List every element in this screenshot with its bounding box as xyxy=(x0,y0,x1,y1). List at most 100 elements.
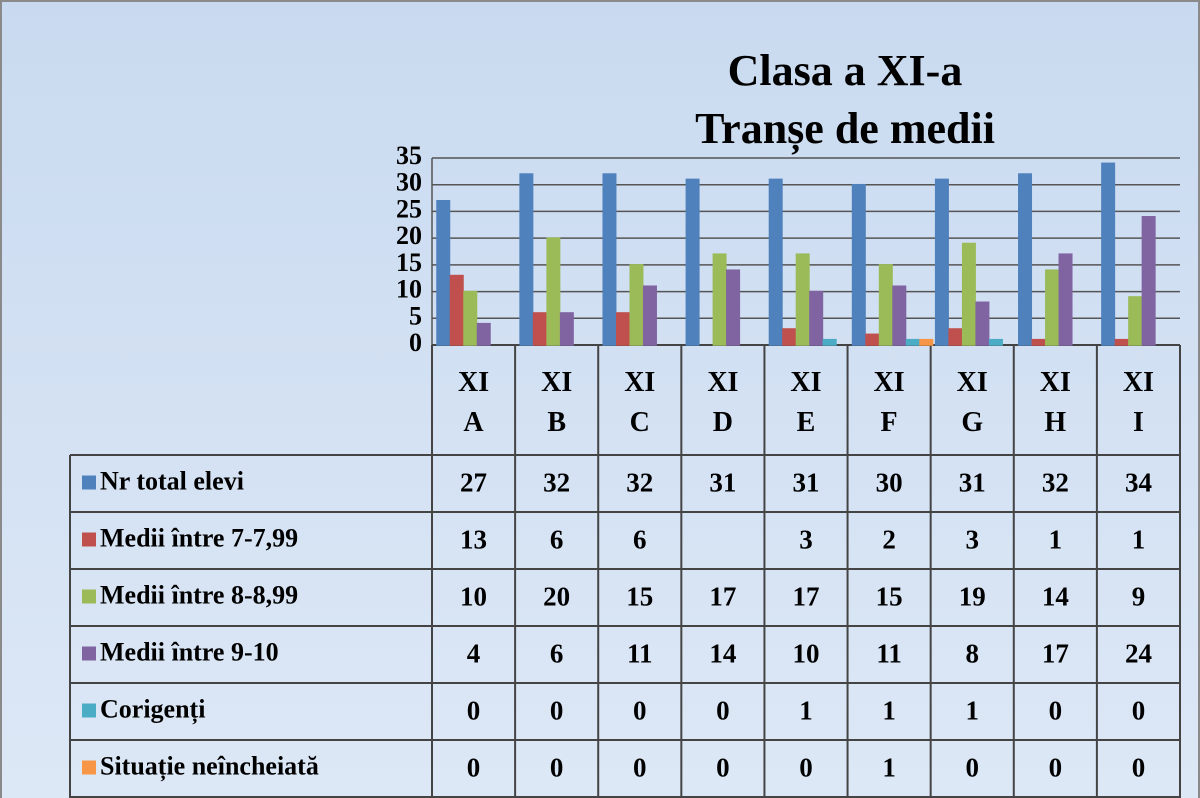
bar xyxy=(988,338,1003,346)
bar xyxy=(436,199,451,346)
table-value: 15 xyxy=(626,582,653,612)
bar xyxy=(546,237,561,346)
table-value: 14 xyxy=(709,639,736,669)
x-tick-label: XI C xyxy=(624,367,656,438)
table-value: 0 xyxy=(467,753,481,783)
bar xyxy=(865,333,880,346)
x-tick-label: XI D xyxy=(707,367,739,438)
x-tick-label: XI F xyxy=(873,367,905,438)
table-value: 1 xyxy=(882,753,896,783)
bar xyxy=(961,242,976,346)
table-value: 1 xyxy=(965,696,979,726)
table-value: 0 xyxy=(1049,696,1063,726)
table-value: 32 xyxy=(1042,468,1069,498)
table-value: 20 xyxy=(543,582,570,612)
table-value: 0 xyxy=(1049,753,1063,783)
table-value: 0 xyxy=(716,696,730,726)
table-value: 1 xyxy=(1049,525,1063,555)
y-tick-label: 35 xyxy=(396,141,422,170)
category-cell: XI C xyxy=(624,367,656,438)
table-value: 24 xyxy=(1125,639,1152,669)
table-value: 10 xyxy=(460,582,487,612)
bar xyxy=(1128,296,1143,346)
table-value: 3 xyxy=(965,525,979,555)
category-cell: XI I xyxy=(1122,367,1154,438)
table-value: 1 xyxy=(799,696,813,726)
table-value: 6 xyxy=(550,525,564,555)
bar xyxy=(642,285,657,346)
category-cell: XI G xyxy=(956,367,988,438)
table-value: 13 xyxy=(460,525,487,555)
bar xyxy=(726,269,741,346)
bar xyxy=(532,312,547,346)
table-value: 31 xyxy=(959,468,986,498)
bar xyxy=(768,178,783,346)
bar xyxy=(519,173,534,346)
table-value: 0 xyxy=(550,696,564,726)
legend-label: Situație neîncheiată xyxy=(100,751,319,781)
table-value: 0 xyxy=(1132,696,1146,726)
table-value: 0 xyxy=(633,753,647,783)
bar xyxy=(795,253,810,346)
x-tick-label: XI B xyxy=(541,367,573,438)
table-value: 6 xyxy=(550,639,564,669)
x-tick-label: XI I xyxy=(1122,367,1154,438)
bar xyxy=(712,253,727,346)
table-value: 2 xyxy=(882,525,896,555)
table-value: 4 xyxy=(467,639,481,669)
table-value: 0 xyxy=(633,696,647,726)
table-value: 32 xyxy=(543,468,570,498)
bar xyxy=(919,338,934,346)
legend-swatch xyxy=(82,646,96,661)
category-cell: XI B xyxy=(541,367,573,438)
x-tick-label: XI G xyxy=(956,367,988,438)
table-value: 27 xyxy=(460,468,487,498)
table-value: 17 xyxy=(709,582,736,612)
bar xyxy=(1018,173,1033,346)
bar xyxy=(1141,216,1156,346)
bar xyxy=(1058,253,1073,346)
y-tick-label: 20 xyxy=(396,221,422,250)
bar xyxy=(1101,162,1116,346)
legend-swatch xyxy=(82,475,96,490)
table-value: 1 xyxy=(1132,525,1146,555)
category-cell: XI H xyxy=(1039,367,1071,438)
table-value: 0 xyxy=(550,753,564,783)
bar xyxy=(602,173,617,346)
bar xyxy=(685,178,700,346)
table-value: 0 xyxy=(467,696,481,726)
table-value: 10 xyxy=(793,639,820,669)
table-value: 6 xyxy=(633,525,647,555)
x-tick-label: XI A xyxy=(457,367,490,438)
category-cell: XI F xyxy=(873,367,905,438)
bar xyxy=(822,338,837,346)
table-value: 31 xyxy=(793,468,820,498)
legend-swatch xyxy=(82,589,96,604)
legend-label: Medii între 9-10 xyxy=(100,637,279,666)
y-tick-label: 15 xyxy=(396,248,422,277)
bar xyxy=(449,274,464,346)
table-value: 17 xyxy=(1042,639,1069,669)
table-value: 32 xyxy=(626,468,653,498)
legend-label: Medii între 7-7,99 xyxy=(100,523,298,552)
table-value: 15 xyxy=(876,582,903,612)
bar xyxy=(615,312,630,346)
legend-swatch xyxy=(82,760,96,775)
table-value: 11 xyxy=(876,639,902,669)
table-value: 17 xyxy=(793,582,820,612)
table-value: 0 xyxy=(1132,753,1146,783)
bar xyxy=(934,178,949,346)
table-value: 0 xyxy=(716,753,730,783)
y-tick-label: 0 xyxy=(409,328,422,357)
legend-swatch xyxy=(82,703,96,718)
y-tick-label: 30 xyxy=(396,168,422,197)
bar xyxy=(463,290,478,346)
x-tick-label: XI H xyxy=(1039,367,1071,438)
table-value: 30 xyxy=(876,468,903,498)
bar xyxy=(782,328,797,346)
bar xyxy=(559,312,574,346)
bar xyxy=(975,301,990,346)
table-value: 0 xyxy=(965,753,979,783)
table-value: 1 xyxy=(882,696,896,726)
